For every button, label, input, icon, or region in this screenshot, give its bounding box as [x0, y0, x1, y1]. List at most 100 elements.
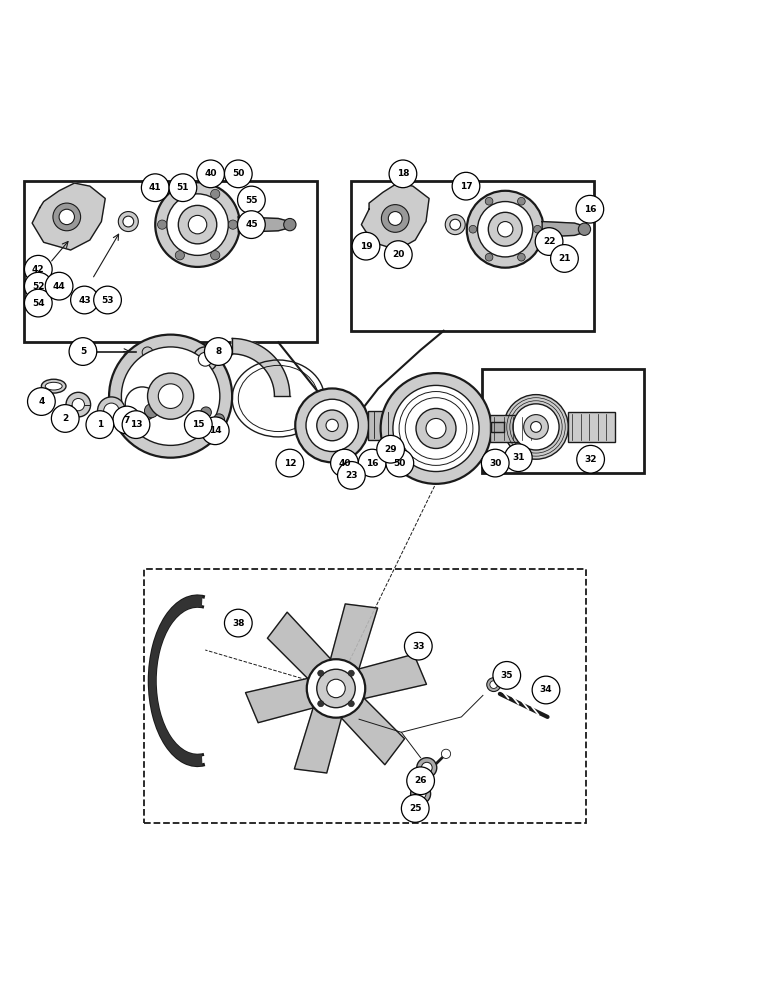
Circle shape — [487, 678, 500, 692]
Circle shape — [52, 405, 79, 432]
Text: 23: 23 — [345, 471, 357, 480]
Circle shape — [201, 417, 229, 445]
Text: 33: 33 — [412, 642, 425, 651]
Circle shape — [326, 419, 338, 432]
FancyBboxPatch shape — [25, 181, 317, 342]
Circle shape — [59, 209, 74, 225]
Circle shape — [533, 225, 541, 233]
Circle shape — [306, 659, 365, 718]
FancyBboxPatch shape — [567, 412, 615, 442]
Circle shape — [144, 404, 158, 418]
Circle shape — [201, 407, 212, 418]
Circle shape — [493, 662, 520, 689]
Circle shape — [348, 701, 354, 707]
Circle shape — [389, 160, 417, 188]
Text: 15: 15 — [192, 420, 205, 429]
Text: 38: 38 — [232, 619, 245, 628]
Circle shape — [317, 410, 347, 441]
Text: 22: 22 — [543, 237, 555, 246]
Text: 32: 32 — [584, 455, 597, 464]
Circle shape — [450, 219, 461, 230]
Text: 52: 52 — [32, 282, 45, 291]
Circle shape — [188, 215, 207, 234]
Circle shape — [330, 449, 358, 477]
Text: 41: 41 — [149, 183, 161, 192]
Circle shape — [147, 373, 194, 419]
Circle shape — [327, 679, 345, 698]
Circle shape — [393, 385, 479, 472]
Circle shape — [317, 669, 355, 708]
Circle shape — [497, 222, 513, 237]
Text: 40: 40 — [338, 459, 350, 468]
Circle shape — [225, 609, 252, 637]
Circle shape — [157, 220, 167, 229]
Circle shape — [306, 399, 358, 452]
Circle shape — [211, 251, 220, 260]
Circle shape — [113, 406, 141, 434]
Circle shape — [155, 182, 240, 267]
Circle shape — [384, 241, 412, 268]
Circle shape — [86, 411, 113, 438]
Circle shape — [415, 788, 426, 799]
Circle shape — [167, 194, 229, 255]
Text: 54: 54 — [32, 299, 45, 308]
Circle shape — [401, 795, 429, 822]
Circle shape — [577, 445, 604, 473]
FancyBboxPatch shape — [490, 415, 542, 442]
Circle shape — [123, 216, 134, 227]
Text: 55: 55 — [245, 196, 258, 205]
Text: 5: 5 — [80, 347, 86, 356]
Circle shape — [405, 632, 432, 660]
Text: 12: 12 — [283, 459, 296, 468]
Circle shape — [532, 676, 560, 704]
Circle shape — [238, 211, 266, 238]
Circle shape — [426, 418, 446, 438]
Circle shape — [348, 670, 354, 676]
Text: 43: 43 — [78, 296, 91, 305]
Polygon shape — [324, 679, 405, 765]
Text: 25: 25 — [409, 804, 422, 813]
Circle shape — [388, 212, 402, 225]
Circle shape — [482, 449, 509, 477]
Circle shape — [72, 398, 84, 411]
Circle shape — [442, 749, 451, 758]
Circle shape — [211, 189, 220, 199]
Text: 14: 14 — [209, 426, 222, 435]
Circle shape — [386, 449, 414, 477]
Circle shape — [185, 411, 212, 438]
Circle shape — [478, 202, 533, 257]
Circle shape — [377, 435, 405, 463]
Polygon shape — [32, 183, 105, 250]
Circle shape — [157, 348, 165, 356]
Circle shape — [576, 195, 604, 223]
Circle shape — [25, 289, 52, 317]
Text: 8: 8 — [215, 347, 222, 356]
Text: 30: 30 — [489, 459, 502, 468]
Text: 2: 2 — [62, 414, 69, 423]
Polygon shape — [492, 422, 503, 432]
Text: 50: 50 — [232, 169, 245, 178]
Text: 29: 29 — [384, 445, 397, 454]
Text: 35: 35 — [500, 671, 513, 680]
Circle shape — [452, 172, 480, 200]
Polygon shape — [361, 183, 429, 250]
Text: 4: 4 — [38, 397, 45, 406]
Circle shape — [411, 784, 431, 804]
Text: 7: 7 — [124, 416, 130, 425]
Ellipse shape — [42, 379, 66, 393]
Polygon shape — [294, 684, 348, 773]
Circle shape — [53, 203, 80, 231]
Circle shape — [517, 253, 525, 261]
Polygon shape — [542, 222, 584, 237]
Circle shape — [513, 404, 559, 450]
Circle shape — [407, 767, 435, 795]
Polygon shape — [323, 604, 378, 693]
Polygon shape — [239, 217, 290, 232]
Text: 18: 18 — [397, 169, 409, 178]
Circle shape — [578, 223, 591, 235]
Text: 34: 34 — [540, 685, 552, 694]
Circle shape — [70, 286, 98, 314]
Circle shape — [93, 286, 121, 314]
Circle shape — [490, 681, 497, 688]
Circle shape — [469, 225, 477, 233]
